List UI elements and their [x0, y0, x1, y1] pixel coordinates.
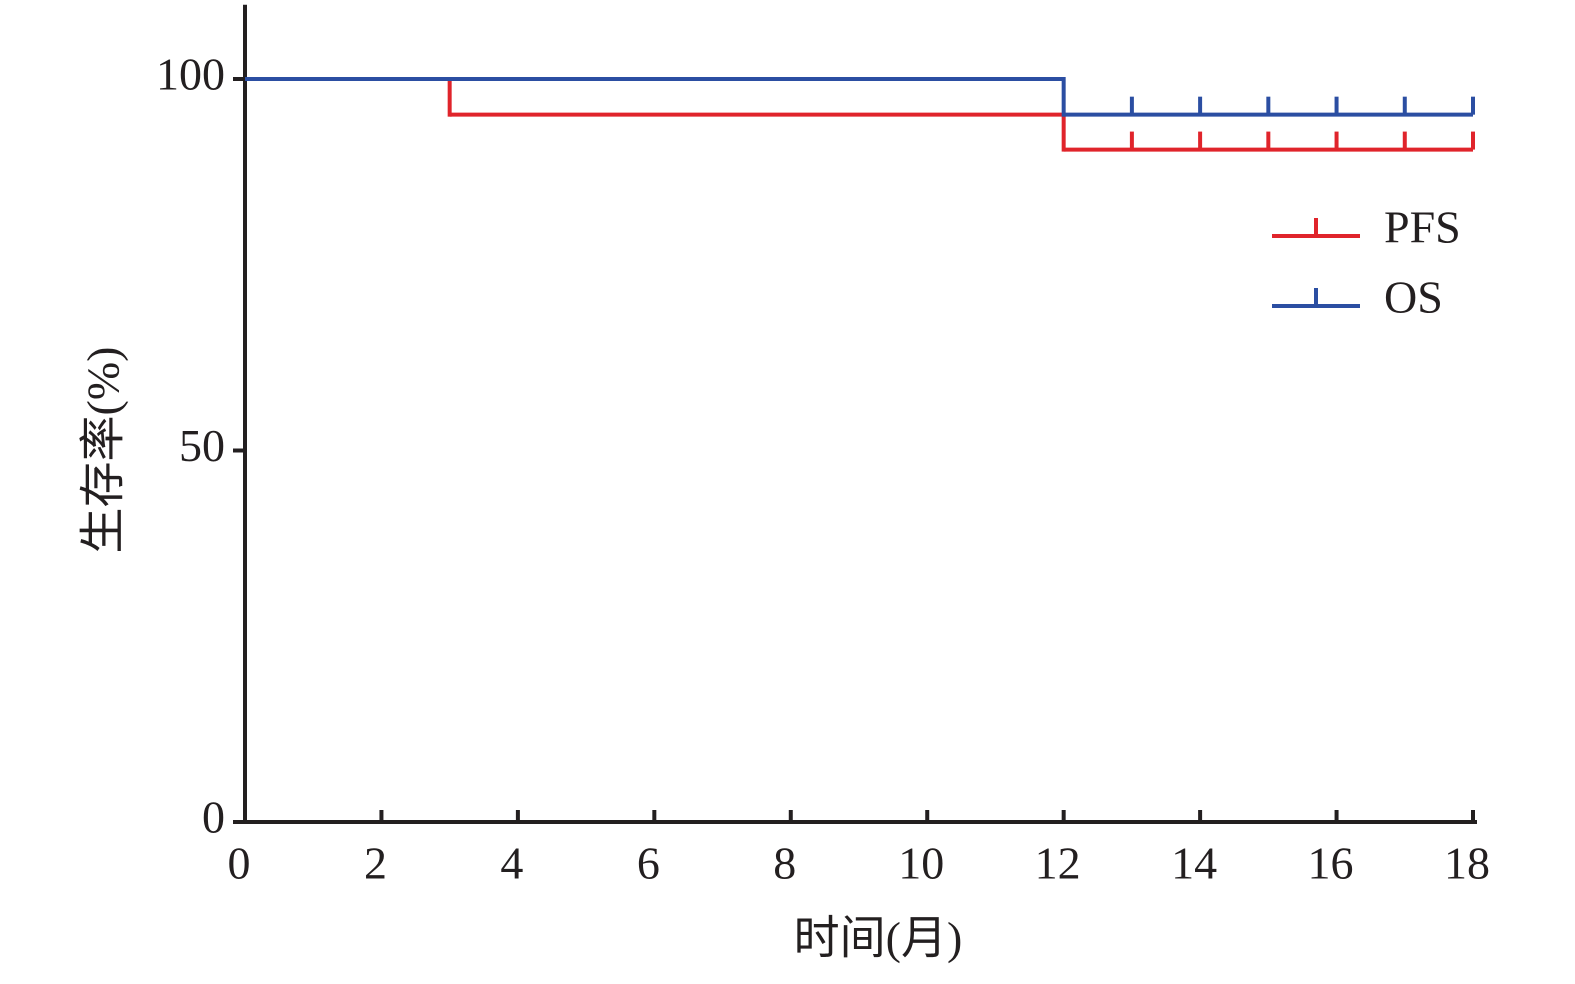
- x-axis-label: 时间(月): [794, 913, 963, 964]
- legend-label: PFS: [1384, 202, 1461, 253]
- legend-label: OS: [1384, 272, 1443, 323]
- x-tick-label: 4: [500, 838, 523, 889]
- x-tick-label: 10: [898, 838, 944, 889]
- x-tick-label: 8: [773, 838, 796, 889]
- x-tick-label: 6: [637, 838, 660, 889]
- x-tick-label: 2: [364, 838, 387, 889]
- x-tick-label: 0: [228, 838, 251, 889]
- x-tick-label: 14: [1171, 838, 1217, 889]
- x-tick-label: 16: [1308, 838, 1354, 889]
- y-tick-label: 100: [156, 49, 225, 100]
- y-tick-label: 50: [179, 420, 225, 471]
- y-tick-label: 0: [202, 792, 225, 843]
- x-tick-label: 12: [1035, 838, 1081, 889]
- x-tick-label: 18: [1444, 838, 1490, 889]
- y-axis-label: 生存率(%): [78, 347, 129, 554]
